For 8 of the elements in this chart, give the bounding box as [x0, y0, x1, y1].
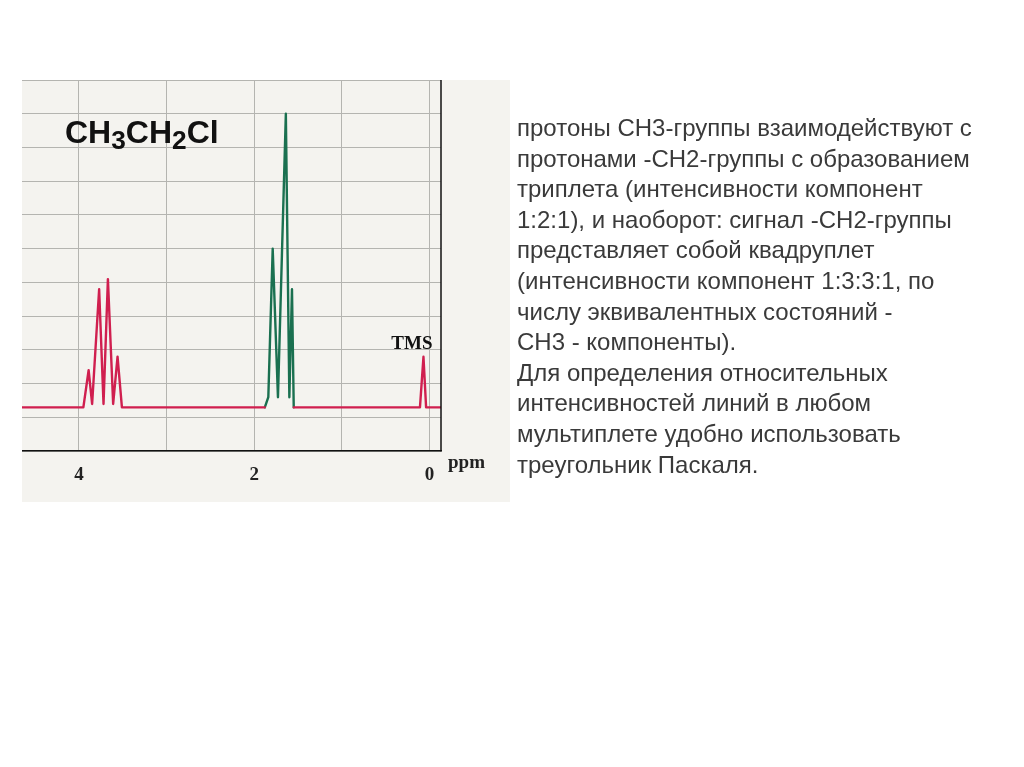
chart-title: CH$_{3}$CH$_{2}$Cl: [65, 113, 219, 157]
x-tick-label: 0: [424, 462, 435, 484]
x-tick-label: 4: [74, 462, 85, 484]
x-axis-title: ppm: [448, 451, 486, 473]
text: протоны CH3-группы взаимодействуют с протонами -CH2-группы с образованием триплета (интенсивности компонент 1:2:1), и наоборот: сигнал -CH2-группы представляет собой квадруплет (интенсивности компонент 1:3:3:1, по числу эквивалентных состояний - CH3 - компоненты).: [517, 113, 972, 358]
annotation: TMS: [391, 332, 433, 354]
text: Для определения относительных интенсивностей линий в любом мультиплете удобно использовать треугольник Паскаля.: [517, 357, 902, 480]
x-tick-label: 2: [249, 462, 260, 484]
